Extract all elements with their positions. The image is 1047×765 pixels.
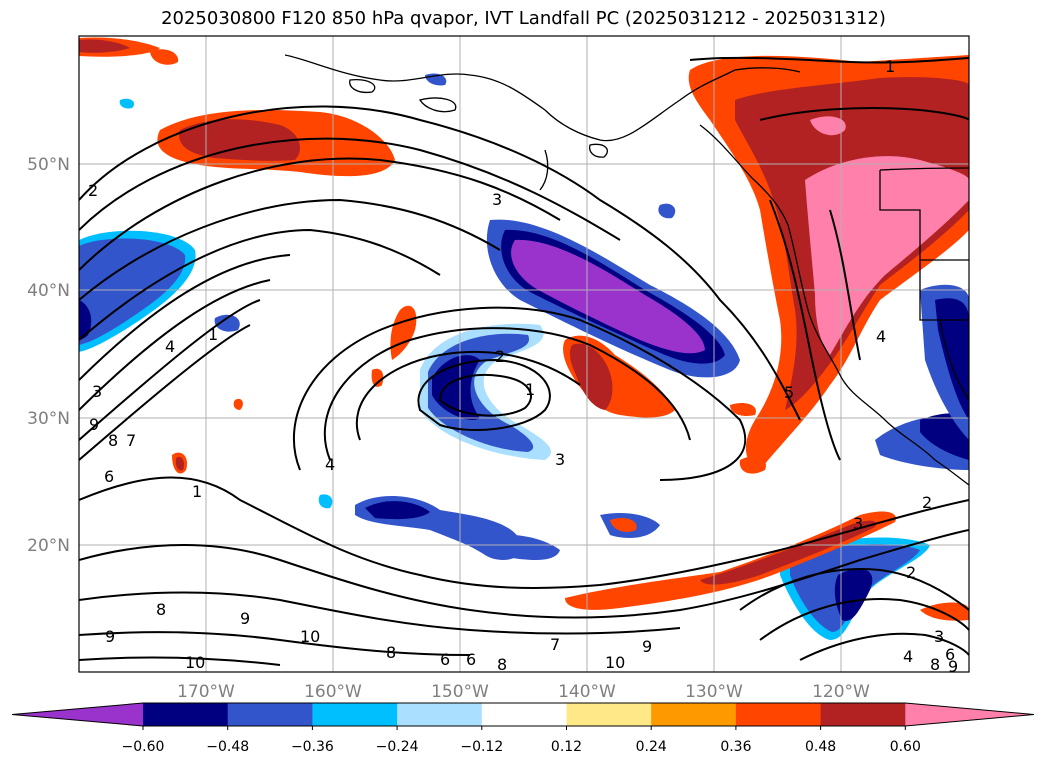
contour-label: 3 <box>492 190 502 209</box>
colorbar-swatch <box>651 703 737 726</box>
contour-label: 10 <box>605 653 625 672</box>
colorbar <box>11 702 1035 727</box>
contour-label: 1 <box>525 380 535 399</box>
map-title: 2025030800 F120 850 hPa qvapor, IVT Land… <box>161 8 886 29</box>
contour-label: 3 <box>934 627 944 646</box>
contour-label: 9 <box>240 609 250 628</box>
longitude-tick: 140°W <box>558 682 616 702</box>
contour-label: 6 <box>440 650 450 669</box>
contour-label: 2 <box>906 563 916 582</box>
colorbar-tick-label: 0.48 <box>805 739 836 755</box>
contour-label: 2 <box>88 181 98 200</box>
contour-label: 10 <box>185 653 205 672</box>
contour-label: 8 <box>108 431 118 450</box>
contour-label: 4 <box>876 327 886 346</box>
coastlines <box>284 54 969 486</box>
colorbar-tick-label: −0.12 <box>460 739 503 755</box>
colorbar-tick-label: 0.12 <box>551 739 582 755</box>
colorbar-swatch <box>566 703 652 726</box>
longitude-tick: 170°W <box>177 682 235 702</box>
contour-label: 9 <box>105 627 115 646</box>
latitude-axis: 50°N 40°N 30°N 20°N <box>27 155 70 556</box>
contour-label: 2 <box>922 493 932 512</box>
contour-label: 6 <box>104 467 114 486</box>
contour-label: 6 <box>466 650 476 669</box>
contour-label: 5 <box>784 383 794 402</box>
contour-lines <box>79 56 969 666</box>
latitude-tick: 20°N <box>27 536 70 556</box>
colorbar-labels: −0.60 −0.48 −0.36 −0.24 −0.12 0.12 0.24 0.36 0.4… <box>122 726 921 755</box>
contour-label: 3 <box>853 514 863 533</box>
contour-label: 8 <box>930 655 940 674</box>
contour-label: 1 <box>208 325 218 344</box>
colorbar-tick-label: −0.60 <box>122 739 165 755</box>
contour-label: 10 <box>300 627 320 646</box>
contour-label: 8 <box>497 655 507 674</box>
longitude-tick: 160°W <box>304 682 362 702</box>
plot-frame <box>78 35 970 673</box>
colorbar-swatch <box>312 703 398 726</box>
latitude-tick: 30°N <box>27 409 70 429</box>
contour-label: 4 <box>903 647 913 666</box>
latitude-tick: 50°N <box>27 155 70 175</box>
colorbar-swatch <box>143 703 229 726</box>
contour-label: 8 <box>156 600 166 619</box>
contour-label: 7 <box>126 431 136 450</box>
colorbar-swatch <box>735 703 822 726</box>
latitude-tick: 40°N <box>27 281 70 301</box>
contour-label-group: 2 3 1 2 3 4 1 1 3 4 9 8 7 6 5 4 1 2 3 2 … <box>88 57 958 676</box>
contour-label: 2 <box>495 347 505 366</box>
colorbar-swatch <box>481 703 567 726</box>
colorbar-tick-label: 0.36 <box>720 739 751 755</box>
colorbar-extend-min <box>12 703 143 726</box>
contour-label: 4 <box>165 337 175 356</box>
positive-anomaly-south-band <box>565 511 896 610</box>
colorbar-swatch <box>397 703 483 726</box>
longitude-axis: 170°W 160°W 150°W 140°W 130°W 120°W <box>177 682 870 702</box>
longitude-tick: 120°W <box>812 682 870 702</box>
contour-label: 7 <box>550 635 560 654</box>
contour-label: 8 <box>386 643 396 662</box>
longitude-tick: 150°W <box>431 682 489 702</box>
colorbar-tick-label: −0.24 <box>376 739 419 755</box>
contour-label: 9 <box>948 657 958 676</box>
colorbar-extend-max <box>905 703 1034 726</box>
contour-label: 1 <box>192 482 202 501</box>
contour-label: 9 <box>89 415 99 434</box>
colorbar-tick-label: −0.48 <box>206 739 249 755</box>
contour-label: 3 <box>555 450 565 469</box>
colorbar-tick-label: −0.36 <box>291 739 334 755</box>
contour-label: 6 <box>945 645 955 664</box>
contour-label: 3 <box>92 382 102 401</box>
contour-label: 4 <box>325 455 335 474</box>
longitude-tick: 130°W <box>685 682 743 702</box>
colorbar-swatch <box>820 703 906 726</box>
colorbar-tick-label: 0.60 <box>890 739 921 755</box>
colorbar-swatch <box>227 703 313 726</box>
contour-label: 9 <box>642 637 652 656</box>
contour-label: 1 <box>885 57 895 76</box>
colorbar-tick-label: 0.24 <box>636 739 667 755</box>
